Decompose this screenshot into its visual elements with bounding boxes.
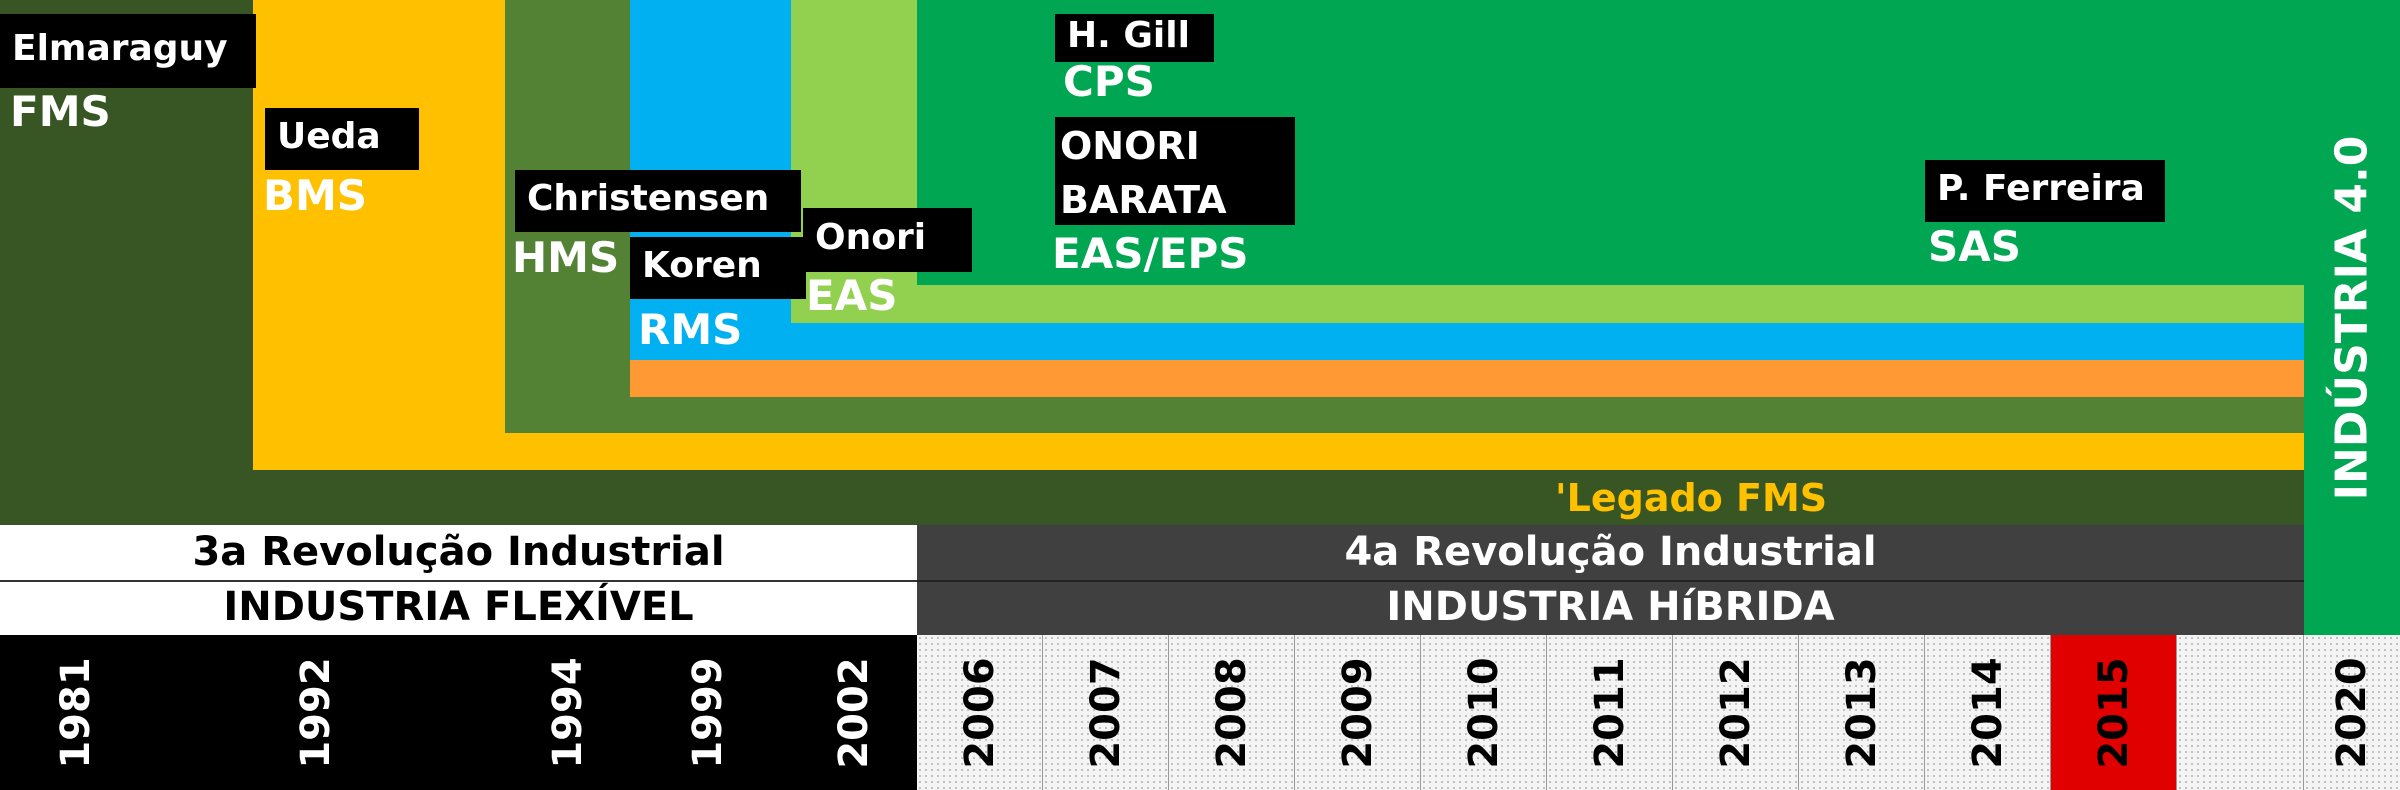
industry-4-0-label: INDÚSTRIA 4.0	[2326, 135, 2378, 500]
year-cell-2011: 2011	[1547, 635, 1673, 790]
paradigm-sas: SAS	[1928, 222, 2022, 271]
year-label: 1999	[685, 656, 731, 769]
year-label: 2007	[1082, 656, 1129, 769]
year-label: 1994	[545, 656, 591, 769]
third-revolution-bar: 3a Revolução Industrial	[0, 525, 917, 580]
year-cell-2009: 2009	[1295, 635, 1421, 790]
author-label-elmaraguy: Elmaraguy	[0, 14, 256, 88]
year-label: 1992	[293, 656, 339, 769]
year-cell-1994: 1994	[505, 635, 631, 790]
paradigm-eas: EAS	[806, 271, 898, 320]
author-label-gill: H. Gill	[1055, 14, 1214, 62]
year-cell-2010: 2010	[1421, 635, 1547, 790]
paradigm-bms: BMS	[263, 171, 368, 220]
hybrid-industry-label: INDUSTRIA HíBRIDA	[1386, 584, 1835, 630]
year-label: 2012	[1712, 656, 1759, 769]
legacy-fms-label: 'Legado FMS	[1555, 476, 1828, 520]
year-cell-1992: 1992	[253, 635, 379, 790]
year-label: 2002	[831, 656, 877, 769]
author-label-onori: Onori	[803, 208, 972, 272]
author-label-ueda: Ueda	[265, 108, 419, 170]
year-label: 2011	[1586, 656, 1633, 769]
flexible-industry-label: INDUSTRIA FLEXÍVEL	[223, 584, 694, 630]
year-cell-2015-highlight: 2015	[2051, 635, 2177, 790]
year-label: 2008	[1208, 656, 1255, 769]
paradigm-eas-eps: EAS/EPS	[1052, 229, 1249, 278]
author-label-ferreira: P. Ferreira	[1925, 160, 2165, 222]
hybrid-industry-bar: INDUSTRIA HíBRIDA	[917, 580, 2304, 635]
paradigm-cps: CPS	[1063, 57, 1155, 106]
year-cell-2012: 2012	[1673, 635, 1799, 790]
year-cell-2008: 2008	[1169, 635, 1295, 790]
author-label-christensen: Christensen	[515, 170, 801, 232]
year-cell-2013: 2013	[1799, 635, 1925, 790]
year-cell-empty	[2177, 635, 2304, 790]
year-cell-2002: 2002	[791, 635, 917, 790]
year-label: 2010	[1460, 656, 1507, 769]
year-label: 2014	[1964, 656, 2011, 769]
year-axis-early	[0, 635, 917, 790]
year-cell-2006: 2006	[917, 635, 1043, 790]
author-label-onori-barata-line2: BARATA	[1060, 178, 1227, 222]
paradigm-rms: RMS	[638, 305, 743, 354]
year-cell-2014: 2014	[1925, 635, 2051, 790]
fourth-revolution-label: 4a Revolução Industrial	[1344, 529, 1877, 575]
year-cell-1981: 1981	[0, 635, 152, 790]
year-label: 2009	[1334, 656, 1381, 769]
author-label-onori-barata: ONORI BARATA	[1055, 117, 1295, 225]
year-label: 1981	[53, 656, 99, 769]
year-cell-2007: 2007	[1043, 635, 1169, 790]
industry-4-0-column: INDÚSTRIA 4.0	[2304, 0, 2400, 635]
year-cell-1999: 1999	[645, 635, 771, 790]
year-label: 2020	[2329, 656, 2375, 769]
year-label: 2013	[1838, 656, 1885, 769]
year-label: 2006	[956, 656, 1003, 769]
author-label-koren: Koren	[630, 237, 806, 299]
flexible-industry-bar: INDUSTRIA FLEXÍVEL	[0, 580, 917, 635]
year-cell-2020: 2020	[2304, 635, 2400, 790]
paradigm-fms: FMS	[10, 87, 111, 136]
fourth-revolution-bar: 4a Revolução Industrial	[917, 525, 2304, 580]
third-revolution-label: 3a Revolução Industrial	[192, 529, 725, 575]
paradigm-hms: HMS	[512, 233, 620, 282]
author-label-onori-barata-line1: ONORI	[1060, 124, 1200, 168]
year-label: 2015	[2090, 656, 2137, 769]
